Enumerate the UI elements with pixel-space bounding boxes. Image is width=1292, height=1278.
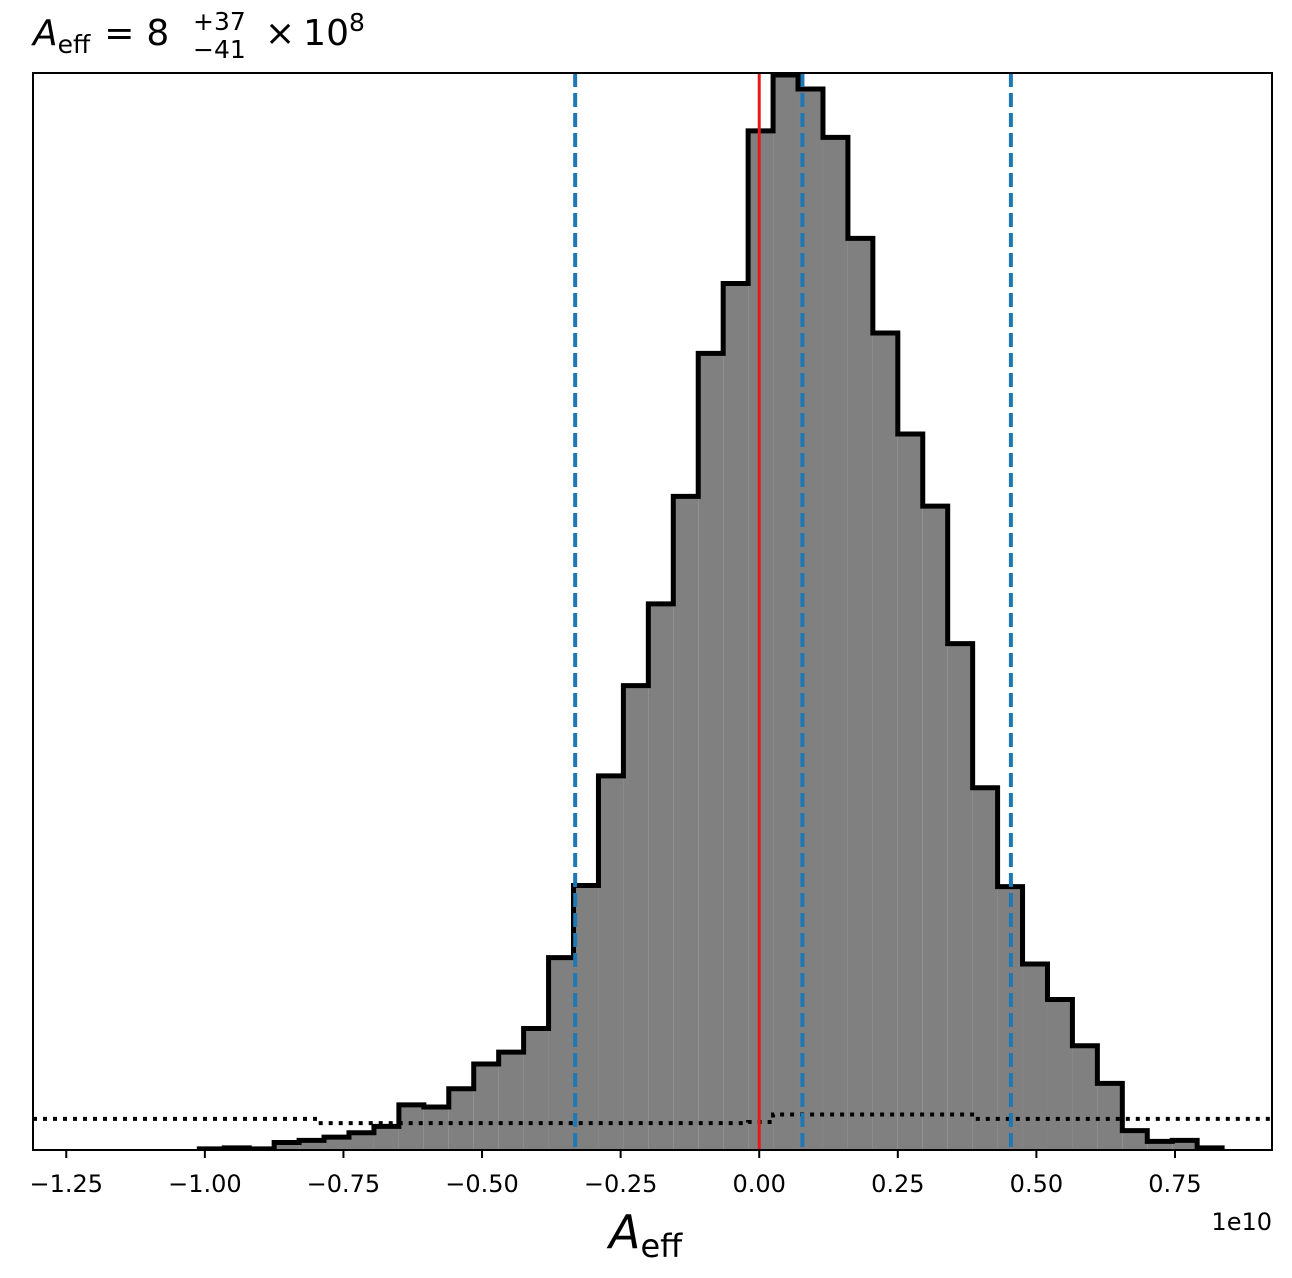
x-offset-label: 1e10 [1211, 1208, 1272, 1236]
x-ticks-layer: −1.25 −1.00 −0.75 −0.50 −0.25 0.00 0.25 0.50 0.7… [29, 1150, 1202, 1198]
histogram-bar [299, 1140, 325, 1150]
histogram-bar [847, 238, 873, 1150]
histogram-bar [673, 496, 699, 1150]
title-upper-error: +37 [193, 7, 246, 36]
histogram-bar [1097, 1083, 1123, 1150]
histogram-bar [1122, 1130, 1148, 1150]
histogram-bar [1072, 1045, 1098, 1150]
histogram-bar [822, 137, 848, 1150]
title-base: 10 [303, 13, 349, 54]
histogram-outline [196, 73, 1225, 1150]
histogram-bar [922, 506, 948, 1150]
histogram-bar [972, 787, 998, 1150]
xlabel-symbol: A [606, 1205, 640, 1259]
x-tick-label: 0.75 [1148, 1170, 1201, 1198]
histogram-bar [598, 775, 624, 1150]
title-median: 8 [146, 13, 169, 54]
histogram-bar [1022, 964, 1048, 1150]
x-axis-label: Aeff [606, 1205, 683, 1265]
histogram-bar [473, 1064, 499, 1150]
histogram-bar [348, 1132, 374, 1150]
x-tick-label: −0.75 [307, 1170, 381, 1198]
title-times: × [265, 13, 295, 54]
x-tick-label: 0.00 [732, 1170, 785, 1198]
histogram-bar [498, 1052, 524, 1150]
title-symbol: A [31, 13, 58, 54]
quantile-lines-layer [573, 73, 1013, 1150]
x-tick-label: −0.25 [584, 1170, 658, 1198]
histogram-bar [573, 885, 599, 1150]
histogram-bar [523, 1028, 549, 1150]
histogram-bar [423, 1107, 449, 1150]
x-tick-label: 0.50 [1010, 1170, 1063, 1198]
histogram-bar [1172, 1140, 1198, 1150]
plot-area-group [33, 73, 1272, 1150]
histogram-bar [648, 603, 674, 1150]
x-tick-label: 0.25 [871, 1170, 924, 1198]
xlabel-sub: eff [640, 1227, 683, 1265]
x-tick-label: −1.00 [168, 1170, 242, 1198]
title-equals: = [104, 13, 134, 54]
x-tick-label: −1.25 [29, 1170, 103, 1198]
chart-title: Aeff = 8 [31, 13, 169, 59]
histogram-bar [872, 333, 898, 1150]
histogram-bar [398, 1104, 424, 1150]
histogram-bar [1047, 999, 1073, 1150]
histogram-bar [773, 75, 799, 1150]
histogram-bar [947, 643, 973, 1150]
histogram-bar [274, 1142, 300, 1150]
histogram-bar [723, 283, 749, 1150]
histogram-bar [324, 1137, 349, 1150]
histogram-bar [1147, 1141, 1173, 1150]
histogram-bar [897, 434, 923, 1150]
histogram-bar [623, 685, 649, 1150]
histogram-bar [448, 1088, 474, 1150]
histogram-bar [373, 1126, 399, 1150]
histogram-layer [196, 73, 1225, 1150]
histogram-bar [698, 353, 724, 1150]
title-exponent: 8 [349, 8, 365, 37]
plot-frame [32, 72, 1273, 1151]
histogram-bar [548, 957, 574, 1150]
title-lower-error: −41 [193, 35, 246, 64]
title-symbol-sub: eff [58, 30, 91, 59]
x-tick-label: −0.50 [445, 1170, 519, 1198]
title-scale: × 108 [265, 8, 365, 54]
